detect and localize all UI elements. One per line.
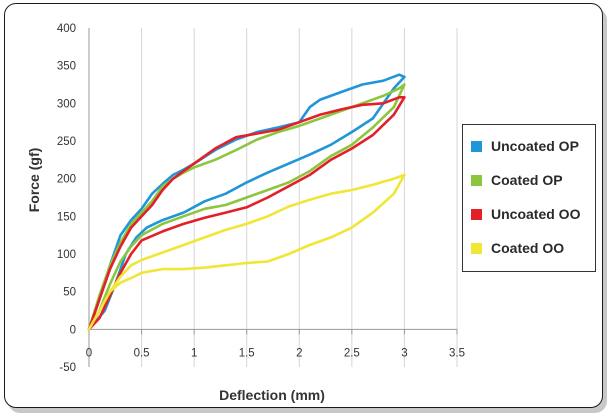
x-tick-label: 0.5 xyxy=(134,347,150,359)
legend-item-coated-oo: Coated OO xyxy=(471,240,564,256)
tick-labels: 0 0.5 1 1.5 2 2.5 3 3.5 -50 0 50 100 150 200 250 300 350… xyxy=(57,23,465,374)
x-tick-label: 2 xyxy=(296,347,302,359)
y-tick-label: 200 xyxy=(57,174,76,186)
series-line-uncoated-op xyxy=(87,73,406,331)
legend-label: Coated OP xyxy=(491,172,563,188)
y-tick-label: 250 xyxy=(57,136,76,148)
y-tick-label: 400 xyxy=(57,23,76,35)
legend-item-uncoated-oo: Uncoated OO xyxy=(471,206,580,222)
series-line-coated-op xyxy=(87,83,406,331)
x-tick-label: 3.5 xyxy=(449,347,465,359)
x-tick-label: 3 xyxy=(401,347,407,359)
legend-swatch-uncoated-oo xyxy=(471,208,482,220)
y-tick-label: 300 xyxy=(57,98,76,110)
y-tick-label: 100 xyxy=(57,249,76,261)
legend-label: Uncoated OO xyxy=(491,206,581,222)
legend-label: Uncoated OP xyxy=(491,138,579,154)
y-tick-label: 0 xyxy=(70,324,76,336)
legend-swatch-coated-oo xyxy=(471,242,482,254)
y-tick-label: 150 xyxy=(57,211,76,223)
x-tick-label: 0 xyxy=(86,347,92,359)
x-tick-label: 2.5 xyxy=(344,347,360,359)
legend-swatch-uncoated-op xyxy=(471,140,482,152)
x-axis-title: Deflection (mm) xyxy=(219,387,325,403)
x-tick-label: 1 xyxy=(191,347,197,359)
series-line-coated-oo xyxy=(87,173,406,331)
series-line-uncoated-oo xyxy=(87,96,406,331)
legend-item-coated-op: Coated OP xyxy=(471,172,563,188)
legend-item-uncoated-op: Uncoated OP xyxy=(471,138,579,154)
y-tick-label: 350 xyxy=(57,61,76,73)
y-axis-title: Force (gf) xyxy=(26,148,42,213)
legend-label: Coated OO xyxy=(491,240,565,256)
x-tick-label: 1.5 xyxy=(239,347,255,359)
series-lines xyxy=(87,73,406,331)
y-tick-label: 50 xyxy=(63,287,76,299)
legend-swatch-coated-op xyxy=(471,174,482,186)
legend: Uncoated OP Coated OP Uncoated OO Coated… xyxy=(462,124,596,272)
axes xyxy=(88,28,458,367)
y-tick-label: -50 xyxy=(59,362,76,374)
gridlines xyxy=(141,28,458,367)
